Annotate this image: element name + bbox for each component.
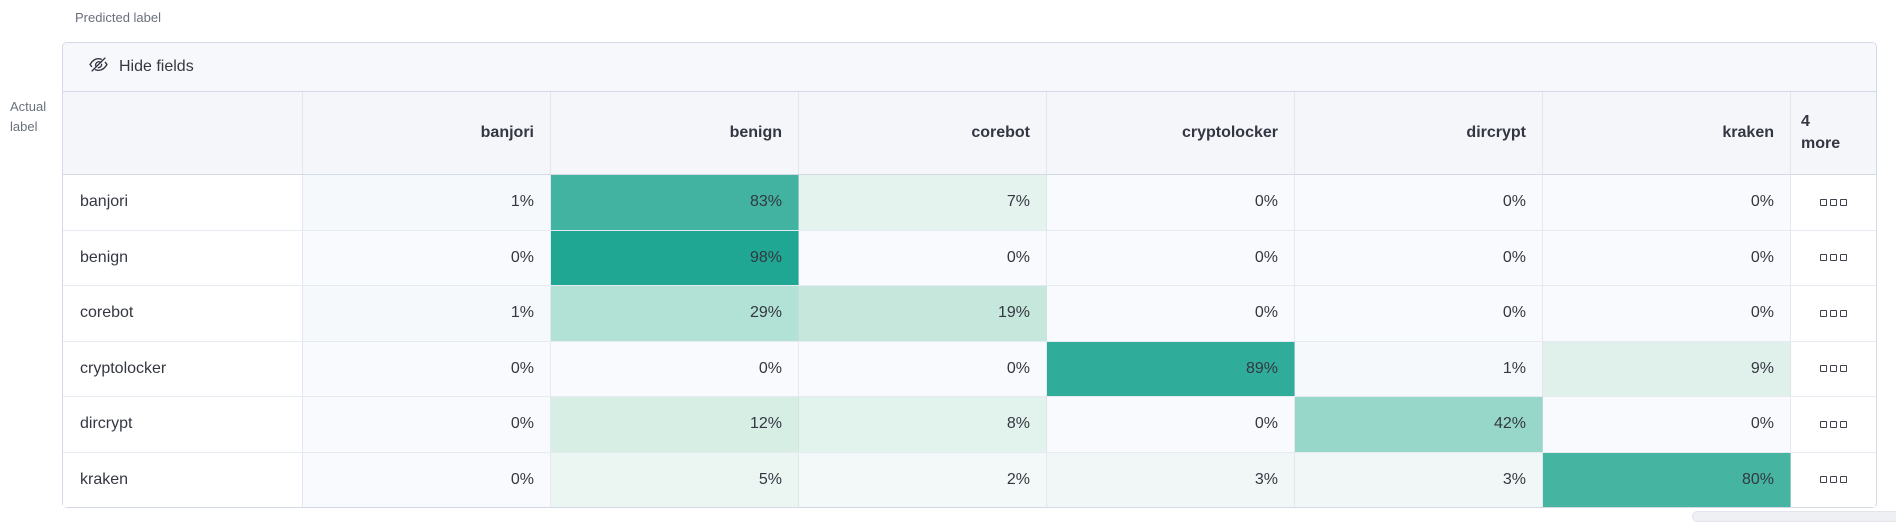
- header-corner-cell: [63, 92, 303, 174]
- hide-fields-button[interactable]: Hide fields: [89, 55, 194, 79]
- matrix-cell[interactable]: 0%: [1047, 397, 1295, 452]
- matrix-cell[interactable]: 0%: [1543, 397, 1791, 452]
- matrix-cell[interactable]: 1%: [303, 175, 551, 230]
- column-header-cryptolocker: cryptolocker: [1047, 92, 1295, 174]
- actual-label-line2: label: [10, 119, 38, 134]
- table-row-benign: benign 0% 98% 0% 0% 0% 0%: [63, 230, 1876, 286]
- matrix-cell[interactable]: 0%: [1047, 230, 1295, 285]
- boxes-horizontal-icon[interactable]: [1819, 476, 1847, 484]
- column-header-corebot: corebot: [799, 92, 1047, 174]
- more-columns-label: 4 more: [1801, 113, 1841, 152]
- matrix-cell[interactable]: 3%: [1295, 452, 1543, 507]
- confusion-matrix-table: Hide fields banjori benign corebot crypt…: [62, 42, 1877, 508]
- matrix-cell[interactable]: 29%: [551, 286, 799, 341]
- hidden-columns-cell: [1791, 286, 1875, 341]
- row-label: corebot: [63, 286, 303, 341]
- matrix-cell[interactable]: 5%: [551, 452, 799, 507]
- table-row-dircrypt: dircrypt 0% 12% 8% 0% 42% 0%: [63, 397, 1876, 453]
- matrix-cell[interactable]: 0%: [1543, 286, 1791, 341]
- hidden-columns-cell: [1791, 341, 1875, 396]
- hidden-columns-cell: [1791, 452, 1875, 507]
- boxes-horizontal-icon[interactable]: [1819, 365, 1847, 373]
- matrix-cell[interactable]: 0%: [1543, 175, 1791, 230]
- matrix-cell[interactable]: 0%: [1295, 230, 1543, 285]
- boxes-horizontal-icon[interactable]: [1819, 420, 1847, 428]
- matrix-cell[interactable]: 19%: [799, 286, 1047, 341]
- column-header-row: banjori benign corebot cryptolocker dirc…: [63, 92, 1876, 175]
- matrix-cell[interactable]: 0%: [1047, 175, 1295, 230]
- matrix-cell[interactable]: 0%: [1295, 175, 1543, 230]
- matrix-cell[interactable]: 0%: [1047, 286, 1295, 341]
- matrix-cell[interactable]: 9%: [1543, 341, 1791, 396]
- matrix-cell[interactable]: 0%: [799, 341, 1047, 396]
- predicted-label-caption: Predicted label: [75, 10, 161, 25]
- hide-fields-label: Hide fields: [119, 58, 194, 75]
- table-row-kraken: kraken 0% 5% 2% 3% 3% 80%: [63, 452, 1876, 507]
- table-row-cryptolocker: cryptolocker 0% 0% 0% 89% 1% 9%: [63, 341, 1876, 397]
- matrix-cell[interactable]: 42%: [1295, 397, 1543, 452]
- hidden-columns-cell: [1791, 397, 1875, 452]
- table-row-banjori: banjori 1% 83% 7% 0% 0% 0%: [63, 175, 1876, 231]
- hidden-columns-cell: [1791, 175, 1875, 230]
- matrix-cell[interactable]: 1%: [303, 286, 551, 341]
- boxes-horizontal-icon[interactable]: [1819, 309, 1847, 317]
- matrix-cell[interactable]: 98%: [551, 230, 799, 285]
- column-header-banjori: banjori: [303, 92, 551, 174]
- matrix-cell[interactable]: 0%: [1295, 286, 1543, 341]
- matrix-cell[interactable]: 3%: [1047, 452, 1295, 507]
- matrix-cell[interactable]: 89%: [1047, 341, 1295, 396]
- matrix-cell[interactable]: 0%: [303, 397, 551, 452]
- matrix-cell[interactable]: 83%: [551, 175, 799, 230]
- matrix-cell[interactable]: 0%: [1543, 230, 1791, 285]
- eye-slash-icon: [89, 55, 108, 79]
- boxes-horizontal-icon[interactable]: [1819, 254, 1847, 262]
- row-label: benign: [63, 230, 303, 285]
- matrix-cell[interactable]: 8%: [799, 397, 1047, 452]
- row-label: dircrypt: [63, 397, 303, 452]
- row-label: banjori: [63, 175, 303, 230]
- column-header-benign: benign: [551, 92, 799, 174]
- matrix-cell[interactable]: 0%: [303, 452, 551, 507]
- matrix-cell[interactable]: 80%: [1543, 452, 1791, 507]
- matrix-cell[interactable]: 0%: [799, 230, 1047, 285]
- column-header-dircrypt: dircrypt: [1295, 92, 1543, 174]
- matrix-cell[interactable]: 0%: [303, 341, 551, 396]
- grid-toolbar: Hide fields: [63, 43, 1876, 92]
- column-header-kraken: kraken: [1543, 92, 1791, 174]
- row-label: kraken: [63, 452, 303, 507]
- boxes-horizontal-icon[interactable]: [1819, 198, 1847, 206]
- actual-label-caption: Actual label: [10, 97, 46, 137]
- matrix-cell[interactable]: 1%: [1295, 341, 1543, 396]
- matrix-cell[interactable]: 2%: [799, 452, 1047, 507]
- hidden-columns-cell: [1791, 230, 1875, 285]
- horizontal-scrollbar-thumb[interactable]: [1692, 511, 1896, 522]
- column-header-more[interactable]: 4 more: [1791, 92, 1875, 174]
- matrix-cell[interactable]: 0%: [303, 230, 551, 285]
- matrix-cell[interactable]: 7%: [799, 175, 1047, 230]
- row-label: cryptolocker: [63, 341, 303, 396]
- actual-label-line1: Actual: [10, 99, 47, 114]
- matrix-cell[interactable]: 0%: [551, 341, 799, 396]
- table-row-corebot: corebot 1% 29% 19% 0% 0% 0%: [63, 286, 1876, 342]
- matrix-cell[interactable]: 12%: [551, 397, 799, 452]
